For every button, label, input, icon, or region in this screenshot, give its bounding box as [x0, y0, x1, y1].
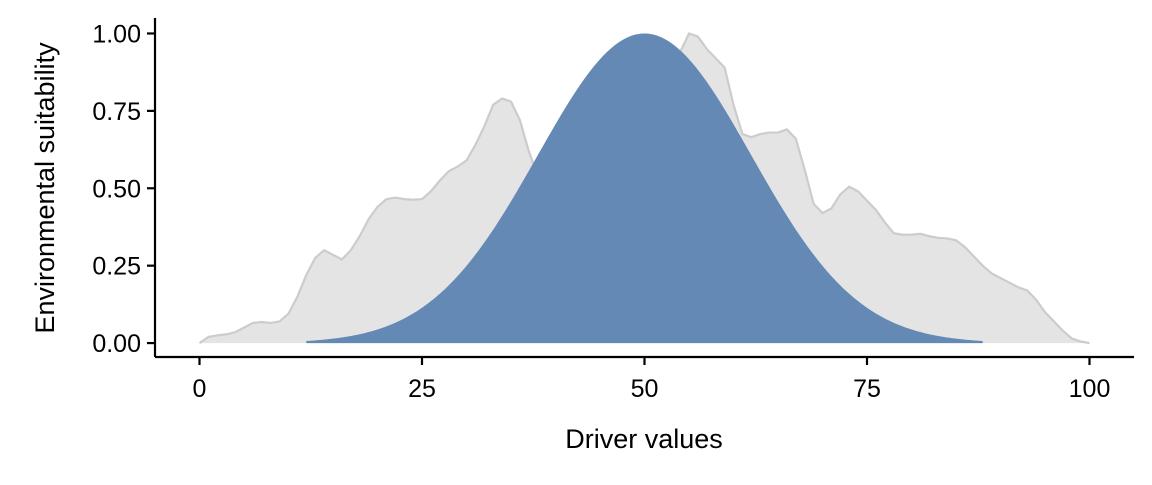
- x-ticks: 0 25 50 75 100: [193, 357, 1111, 403]
- y-tick-label: 0.25: [92, 253, 141, 281]
- x-axis-title: Driver values: [565, 424, 723, 454]
- y-tick-label: 0.00: [92, 330, 141, 358]
- y-tick-label: 1.00: [92, 20, 141, 48]
- y-tick-label: 0.75: [92, 98, 141, 126]
- x-tick-label: 25: [408, 375, 436, 403]
- response-curve-area: [306, 33, 983, 344]
- axes: 0.00 0.25 0.50 0.75 1.00 0 25 50 75 100: [92, 18, 1134, 403]
- x-tick-label: 50: [631, 375, 659, 403]
- response-layer: [306, 33, 983, 344]
- x-tick-label: 0: [193, 375, 207, 403]
- y-tick-label: 0.50: [92, 175, 141, 203]
- x-tick-label: 75: [853, 375, 881, 403]
- y-axis-title: Environmental suitability: [30, 42, 60, 334]
- y-ticks: 0.00 0.25 0.50 0.75 1.00: [92, 20, 155, 358]
- x-tick-label: 100: [1069, 375, 1111, 403]
